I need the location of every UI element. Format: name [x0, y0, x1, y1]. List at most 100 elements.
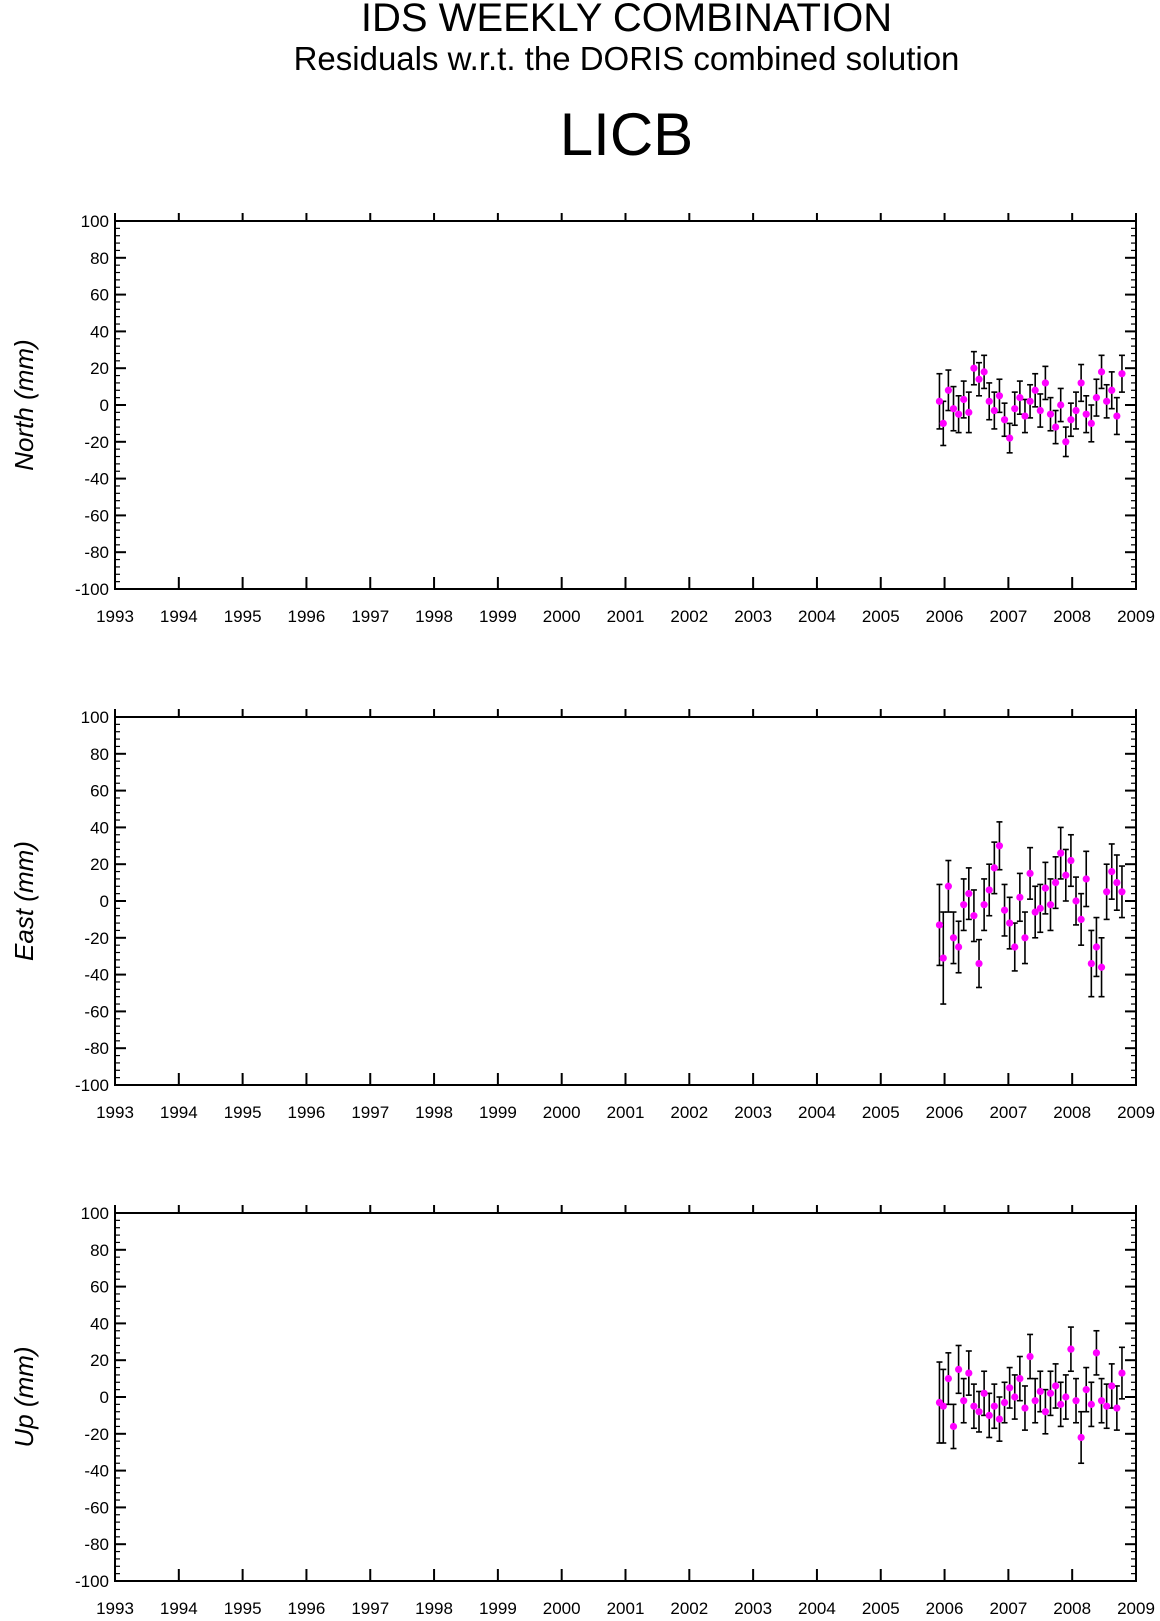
data-point [985, 397, 993, 405]
data-point [1108, 1382, 1116, 1390]
data-point [1016, 394, 1024, 402]
plot-frame [114, 716, 1137, 1086]
data-point [985, 886, 993, 894]
x-tick-label: 1999 [479, 1103, 517, 1122]
data-point [939, 1402, 947, 1410]
x-tick-label: 2002 [670, 607, 708, 626]
data-point [1113, 879, 1121, 887]
x-tick-label: 2003 [734, 607, 772, 626]
x-tick-label: 1994 [160, 1599, 198, 1618]
x-tick-label: 2007 [989, 607, 1027, 626]
data-point [1026, 1352, 1034, 1361]
x-tick-label: 1996 [288, 1103, 326, 1122]
data-point [1067, 1345, 1075, 1353]
y-tick-label: 100 [81, 212, 109, 231]
data-point [985, 1411, 993, 1419]
chart-title: IDS WEEKLY COMBINATION [360, 0, 893, 40]
y-tick-label: -80 [84, 1535, 109, 1554]
data-point [1016, 893, 1024, 901]
y-tick-label: -100 [75, 1572, 109, 1591]
data-point [1000, 1398, 1009, 1407]
data-point [1051, 423, 1060, 431]
x-tick-label: 1994 [160, 607, 198, 626]
x-tick-label: 2000 [543, 607, 581, 626]
x-tick-label: 1997 [351, 607, 389, 626]
data-point [1041, 1408, 1049, 1416]
x-tick-label: 1998 [415, 1599, 453, 1618]
y-tick-label: -20 [84, 433, 109, 452]
y-tick-label: 20 [90, 359, 109, 378]
data-point [1021, 1404, 1029, 1412]
data-point [975, 375, 983, 383]
data-point [1046, 1389, 1055, 1397]
data-point [1046, 410, 1055, 418]
data-point [1103, 397, 1111, 405]
data-point [1036, 406, 1044, 415]
data-point [1108, 386, 1116, 394]
data-point [1097, 963, 1106, 971]
y-tick-label: 0 [100, 892, 109, 911]
data-point [1082, 1386, 1090, 1394]
data-point [965, 890, 973, 898]
station-name: LICB [559, 101, 694, 168]
data-point [1051, 879, 1060, 887]
data-point [975, 959, 983, 968]
data-point [939, 419, 947, 427]
y-tick-label: 20 [90, 1351, 109, 1370]
x-tick-label: 2008 [1053, 1103, 1091, 1122]
x-tick-label: 1993 [96, 607, 134, 626]
x-tick-label: 2007 [989, 1103, 1027, 1122]
data-point [1011, 943, 1019, 951]
x-tick-label: 2009 [1117, 1599, 1155, 1618]
y-tick-label: -100 [75, 580, 109, 599]
y-axis-label: North (mm) [9, 339, 39, 470]
x-tick-label: 2004 [798, 1599, 836, 1618]
x-tick-label: 2005 [862, 1599, 900, 1618]
data-point [1062, 438, 1070, 446]
y-tick-label: -40 [84, 966, 109, 985]
data-point [1057, 1400, 1065, 1408]
x-tick-label: 2006 [926, 1599, 964, 1618]
y-tick-label: 80 [90, 249, 109, 268]
y-tick-label: 0 [100, 396, 109, 415]
x-tick-label: 2001 [607, 1599, 645, 1618]
data-point [980, 368, 988, 376]
data-point [939, 954, 947, 962]
data-point [955, 1365, 963, 1373]
data-point [1067, 416, 1075, 424]
x-tick-label: 1995 [224, 607, 262, 626]
data-point [1072, 1397, 1080, 1405]
x-tick-label: 1996 [288, 1599, 326, 1618]
data-point [949, 1422, 958, 1431]
y-tick-label: 60 [90, 782, 109, 801]
data-point [995, 1415, 1004, 1423]
data-point [1062, 1393, 1070, 1401]
data-point [960, 901, 968, 909]
data-point [1103, 888, 1111, 896]
data-point [1026, 869, 1034, 878]
data-point [1092, 943, 1101, 951]
data-point [1051, 1382, 1060, 1390]
x-tick-label: 1995 [224, 1599, 262, 1618]
y-tick-label: 20 [90, 855, 109, 874]
y-tick-label: 80 [90, 1241, 109, 1260]
y-tick-label: -80 [84, 1039, 109, 1058]
x-tick-label: 2009 [1117, 1103, 1155, 1122]
y-tick-label: -80 [84, 543, 109, 562]
x-tick-label: 2005 [862, 1103, 900, 1122]
data-point [1021, 412, 1029, 420]
data-point [944, 1375, 952, 1383]
data-point [1077, 1433, 1085, 1442]
data-point [1062, 871, 1070, 879]
data-point [1011, 1393, 1019, 1401]
data-point [965, 408, 973, 416]
x-tick-label: 2002 [670, 1103, 708, 1122]
data-point [995, 842, 1004, 850]
data-point [949, 405, 958, 413]
y-tick-label: -40 [84, 1462, 109, 1481]
x-tick-label: 1998 [415, 607, 453, 626]
chart-panel: 100 80 60 40 20 0 -20 -40 -60 -80 -100 1993 1994 1995… [9, 708, 1155, 1122]
data-point [949, 934, 958, 942]
x-tick-label: 1993 [96, 1599, 134, 1618]
chart-panel: 100 80 60 40 20 0 -20 -40 -60 -80 -100 1993 1994 1995… [9, 212, 1155, 626]
